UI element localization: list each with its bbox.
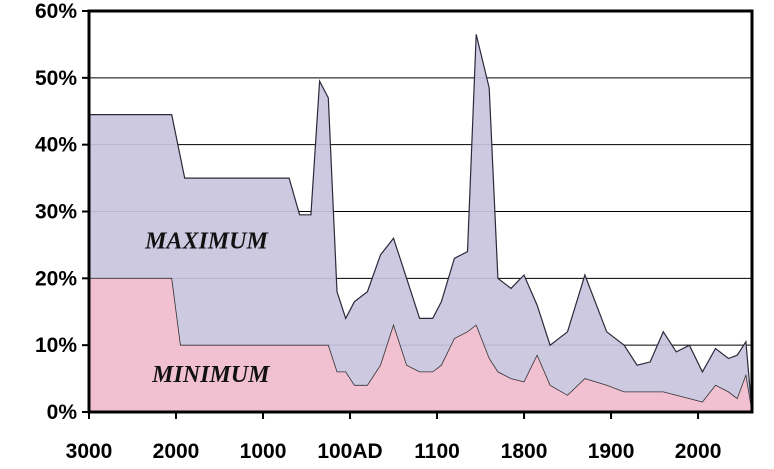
- annotation-minimum: MINIMUM: [151, 362, 271, 388]
- x-tick-label: 3000: [66, 440, 113, 463]
- x-axis-ticks: 3000 2000 1000 100AD 1100 1800 1900 2000: [66, 412, 722, 463]
- y-axis-ticks: 0% 10% 20% 30% 40% 50% 60%: [35, 0, 89, 424]
- y-tick-label: 0%: [47, 401, 78, 424]
- area-series: [88, 34, 753, 413]
- x-tick-label: 1800: [501, 440, 548, 463]
- annotation-maximum: MAXIMUM: [144, 228, 269, 254]
- y-tick-label: 40%: [35, 134, 77, 157]
- x-tick-label: 2000: [675, 440, 722, 463]
- y-tick-label: 30%: [35, 201, 77, 224]
- area-maximum: [88, 34, 753, 413]
- x-tick-label: 1900: [588, 440, 635, 463]
- x-tick-label: 100AD: [317, 440, 382, 463]
- x-tick-label: 1100: [414, 440, 460, 463]
- y-tick-label: 50%: [35, 67, 77, 90]
- y-tick-label: 60%: [35, 0, 77, 23]
- x-tick-label: 1000: [240, 440, 287, 463]
- annotations: MAXIMUM MINIMUM: [144, 228, 271, 388]
- y-tick-label: 10%: [35, 334, 77, 357]
- area-minimum: [88, 277, 753, 413]
- x-tick-label: 2000: [153, 440, 200, 463]
- y-tick-label: 20%: [35, 267, 77, 290]
